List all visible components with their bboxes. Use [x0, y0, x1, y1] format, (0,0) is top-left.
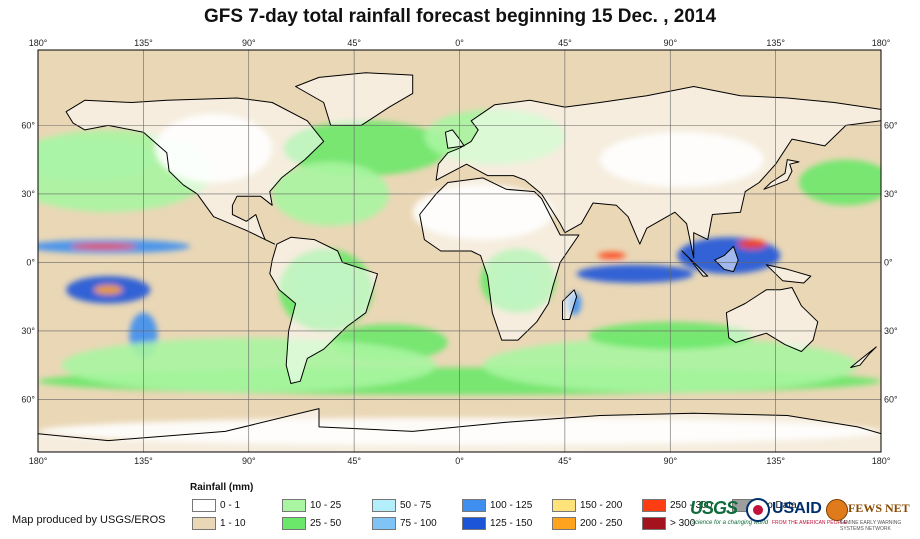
land-japan — [763, 159, 800, 190]
lon-tick-label-top: 90° — [663, 38, 677, 48]
legend-swatch — [462, 499, 486, 512]
legend-title: Rainfall (mm) — [190, 482, 254, 493]
legend-swatch — [642, 517, 666, 530]
legend-item: 50 - 75 — [372, 499, 431, 512]
fews-net-tagline: FAMINE EARLY WARNING SYSTEMS NETWORK — [840, 520, 902, 532]
legend-item: 125 - 150 — [462, 517, 532, 530]
legend-label: 1 - 10 — [220, 518, 246, 529]
lon-tick-label-top: 90° — [242, 38, 256, 48]
legend-label: 150 - 200 — [580, 500, 623, 511]
legend-label: 50 - 75 — [400, 500, 432, 511]
legend-item: 10 - 25 — [282, 499, 341, 512]
lon-tick-label-bottom: 45° — [347, 456, 361, 466]
lat-tick-label-right: 60° — [884, 394, 898, 404]
usaid-seal-icon — [746, 498, 770, 522]
lon-tick-label-top: 180° — [29, 38, 48, 48]
lon-tick-label-top: 45° — [558, 38, 572, 48]
land-borneo — [714, 245, 739, 273]
legend-swatch — [372, 517, 396, 530]
legend-label: 200 - 250 — [580, 518, 623, 529]
land-new-zealand — [850, 346, 877, 368]
legend-swatch — [282, 517, 306, 530]
fews-net-logo: FEWS NET — [848, 501, 910, 515]
legend-label: 125 - 150 — [490, 518, 533, 529]
land-south-america — [269, 236, 378, 384]
rainfall-map: 180° 180° 135° 135° 90° 90° 45° 45° 0° 0° 45° 45° 90… — [21, 38, 898, 466]
lon-tick-label-bottom: 135° — [766, 456, 785, 466]
rain-region-philippines-core — [738, 239, 767, 249]
lon-tick-label-bottom: 90° — [663, 456, 677, 466]
legend-label: 10 - 25 — [310, 500, 342, 511]
legend-label: 25 - 50 — [310, 518, 342, 529]
legend-swatch — [192, 517, 216, 530]
map-frame — [37, 49, 882, 453]
legend-swatch — [282, 499, 306, 512]
legend-label: > 300 — [670, 518, 696, 529]
lon-tick-label-bottom: 0° — [455, 456, 464, 466]
legend-item: 250 - 300 — [642, 499, 712, 512]
land-new-guinea — [765, 264, 812, 284]
map-title: GFS 7-day total rainfall forecast beginn… — [203, 6, 717, 27]
lat-tick-label-right: 30° — [884, 189, 898, 199]
legend-item: 1 - 10 — [192, 517, 246, 530]
legend-label: No Data — [760, 500, 797, 511]
usgs-logo: USGS — [690, 498, 738, 518]
lon-tick-label-bottom: 135° — [134, 456, 153, 466]
logos: USGS science for a changing world USAID … — [690, 496, 915, 536]
legend-item: 25 - 50 — [282, 517, 341, 530]
legend-label: 0 - 1 — [220, 500, 241, 511]
rain-region-north-atlantic-storm-track — [283, 120, 448, 176]
rain-region-indian-ocean-core — [597, 252, 626, 259]
credit-text: Map produced by USGS/EROS — [12, 514, 166, 526]
legend-item: 75 - 100 — [372, 517, 437, 530]
land-madagascar-land — [562, 289, 578, 320]
legend-label: 100 - 125 — [490, 500, 533, 511]
legend-swatch — [192, 499, 216, 512]
lon-tick-label-top: 0° — [455, 38, 464, 48]
legend-item: 100 - 125 — [462, 499, 532, 512]
lat-tick-label-left: 0° — [26, 257, 35, 267]
graticule — [38, 50, 881, 452]
lat-tick-label-left: 60° — [21, 120, 35, 130]
land-eurasia — [435, 86, 881, 259]
legend-item: > 300 — [642, 517, 695, 530]
lat-tick-label-right: 30° — [884, 326, 898, 336]
usaid-logo: USAID — [772, 500, 822, 517]
legend-label: 250 - 300 — [670, 500, 713, 511]
lat-tick-label-left: 30° — [21, 326, 35, 336]
land-sumatra — [681, 250, 709, 277]
lon-tick-label-top: 45° — [347, 38, 361, 48]
lat-tick-label-left: 60° — [21, 394, 35, 404]
rain-region-indian-ocean-band — [576, 264, 694, 283]
lat-tick-label-left: 30° — [21, 189, 35, 199]
legend-swatch — [372, 499, 396, 512]
lon-tick-label-bottom: 45° — [558, 456, 572, 466]
lat-tick-label-right: 0° — [884, 257, 893, 267]
legend-swatch — [552, 517, 576, 530]
usaid-tagline: FROM THE AMERICAN PEOPLE — [772, 520, 847, 526]
legend-swatch — [462, 517, 486, 530]
lon-tick-label-top: 180° — [872, 38, 891, 48]
legend-swatch — [552, 499, 576, 512]
legend-item: 0 - 1 — [192, 499, 240, 512]
lon-tick-label-top: 135° — [766, 38, 785, 48]
lon-tick-label-bottom: 180° — [872, 456, 891, 466]
axis-ticks: 180° 180° 135° 135° 90° 90° 45° 45° 0° 0° 45° 45° 90… — [21, 38, 898, 466]
lat-tick-label-right: 60° — [884, 120, 898, 130]
fews-globe-icon — [826, 499, 848, 521]
lon-tick-label-top: 135° — [134, 38, 153, 48]
rain-region-south-pacific-convergence-core — [94, 285, 123, 295]
legend: 0 - 1 1 - 10 10 - 25 25 - 50 50 - 75 75 - 100… — [192, 499, 797, 533]
legend-swatch — [642, 499, 666, 512]
land-north-america — [65, 97, 325, 245]
rain-region-east-pacific-itcz-core — [70, 243, 137, 250]
usgs-tagline: science for a changing world — [692, 520, 769, 526]
legend-item: 150 - 200 — [552, 499, 622, 512]
rain-region-north-pacific-west — [799, 159, 881, 206]
lon-tick-label-bottom: 180° — [29, 456, 48, 466]
legend-label: 75 - 100 — [400, 518, 437, 529]
legend-item: 200 - 250 — [552, 517, 622, 530]
lon-tick-label-bottom: 90° — [242, 456, 256, 466]
